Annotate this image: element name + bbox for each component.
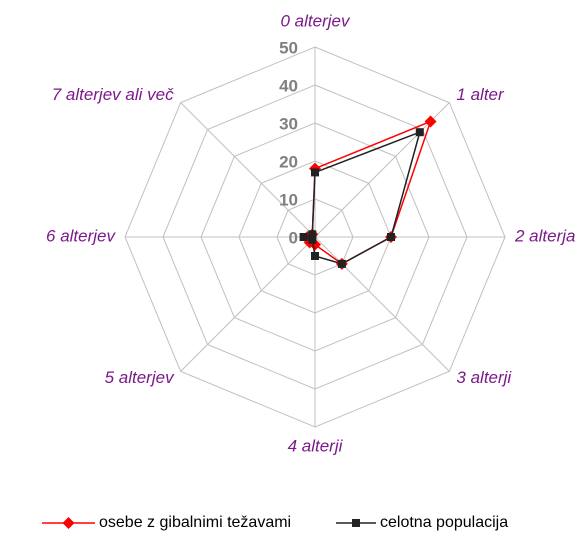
- tick-label: 40: [279, 76, 298, 95]
- category-label: 7 alterjev ali več: [52, 85, 174, 104]
- series-line: [301, 130, 421, 265]
- marker: [308, 235, 317, 244]
- marker: [311, 252, 319, 260]
- marker: [311, 168, 319, 177]
- tick-label: 10: [279, 190, 298, 209]
- marker: [337, 259, 346, 268]
- marker: [62, 517, 75, 529]
- marker: [352, 519, 360, 527]
- category-label: 4 alterji: [288, 436, 344, 455]
- category-label: 3 alterji: [456, 368, 512, 387]
- tick-label: 0: [289, 228, 298, 247]
- category-label: 2 alterja: [514, 226, 575, 245]
- spoke: [180, 102, 316, 238]
- marker: [387, 233, 395, 241]
- category-label: 0 alterjev: [281, 11, 351, 30]
- category-label: 1 alter: [456, 85, 505, 104]
- marker: [424, 115, 437, 128]
- category-label: 5 alterjev: [105, 368, 175, 387]
- tick-label: 20: [279, 152, 298, 171]
- category-label: 6 alterjev: [46, 226, 116, 245]
- marker: [308, 230, 317, 239]
- tick-label: 30: [279, 114, 298, 133]
- legend-label: osebe z gibalnimi težavami: [99, 514, 291, 531]
- spoke: [180, 236, 316, 372]
- series-line: [306, 120, 432, 265]
- legend-label: celotna populacija: [380, 514, 508, 531]
- spoke: [314, 102, 450, 238]
- marker: [299, 233, 308, 241]
- tick-label: 50: [279, 38, 298, 57]
- marker: [415, 128, 424, 137]
- spoke: [314, 236, 450, 372]
